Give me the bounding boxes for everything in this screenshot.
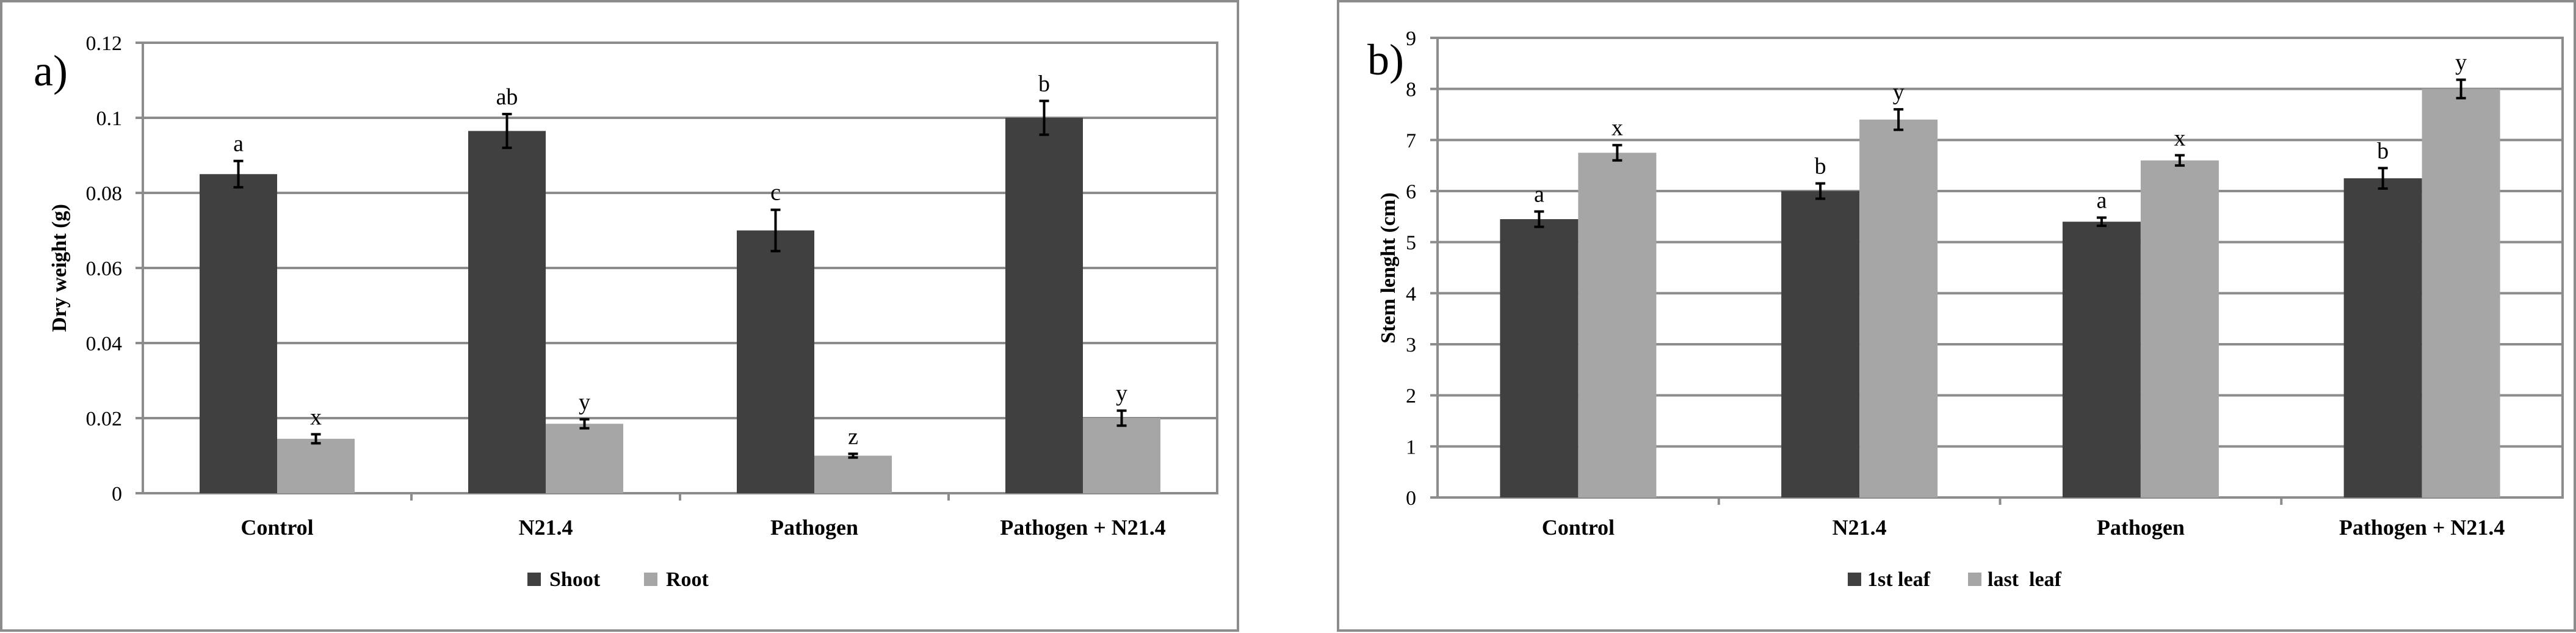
bar-root [1083,418,1160,493]
y-tick-label: 4 [1406,283,1416,305]
legend-swatch-root [644,573,657,586]
y-tick-label: 0.1 [96,107,123,130]
significance-letter: y [1893,79,1905,105]
bar-shoot [468,131,546,493]
legend-swatch-shoot [527,573,541,586]
y-tick-label: 9 [1406,27,1416,50]
significance-letter: b [1038,71,1050,96]
bar-last-leaf [1859,119,1938,497]
chart-panel-a: 0 0.02 0.04 0.06 0.08 0.1 0.12 a x ab y c z b y Contr… [0,0,1239,633]
significance-letter: c [770,180,781,206]
y-tick-label: 8 [1406,79,1416,101]
significance-letter: ab [496,84,518,110]
y-tick-label: 0.02 [86,408,123,430]
significance-letter: x [1612,115,1623,141]
bar-shoot [200,174,277,493]
legend-swatch-1st-leaf [1848,573,1861,586]
bar-root [277,438,355,493]
dry-weight-chart: 0 0.02 0.04 0.06 0.08 0.1 0.12 a x ab y c z b y Contr… [0,0,1239,632]
x-tick-label: N21.4 [1833,515,1887,540]
x-tick-label: Pathogen [2097,515,2185,540]
significance-letter: z [848,424,858,449]
x-tick-label: Pathogen + N21.4 [2339,515,2505,540]
y-tick-label: 0 [112,483,122,505]
bar-root [814,455,892,493]
x-tick-label: Control [241,515,313,540]
y-tick-label: 0.04 [86,333,123,355]
panel-label: a) [34,46,68,95]
legend: 1st leaf last leaf [1848,568,2062,591]
x-tick-label: N21.4 [519,515,573,540]
chart-panel-b: 0 1 2 3 4 5 6 7 8 9 a x b y a x b y Control N21.4 Pathogen… [1337,0,2576,633]
x-tick-label: Pathogen + N21.4 [1000,515,1166,540]
significance-letter: x [2174,125,2185,151]
significance-letter: x [310,404,322,430]
legend-label-1st-leaf: 1st leaf [1867,568,1931,591]
x-tick-label: Control [1542,515,1615,540]
significance-letter: b [1815,153,1826,179]
y-axis-title: Dry weight (g) [48,204,71,332]
bar-1st-leaf [2062,222,2141,497]
legend: Shoot Root [527,568,709,591]
y-tick-label: 5 [1406,232,1416,255]
legend-label-last-leaf: last leaf [1988,568,2062,591]
y-tick-label: 0.06 [86,258,123,280]
significance-letter: y [579,389,590,415]
bar-shoot [737,230,814,493]
y-tick-label: 7 [1406,129,1416,152]
legend-label-root: Root [666,568,709,591]
y-tick-label: 1 [1406,436,1416,458]
x-tick-label: Pathogen [770,515,858,540]
bar-last-leaf [2140,160,2219,497]
bar-1st-leaf [1500,219,1579,497]
y-axis-title: Stem lenght (cm) [1377,192,1400,343]
significance-letter: a [233,131,244,157]
significance-letter: a [1534,181,1544,207]
significance-letter: y [1116,381,1127,407]
legend-swatch-last-leaf [1968,573,1981,586]
y-tick-label: 0.12 [86,32,123,55]
bar-last-leaf [1578,153,1657,497]
bar-1st-leaf [1781,191,1860,497]
y-tick-label: 0 [1406,487,1416,510]
y-tick-label: 0.08 [86,183,123,205]
significance-letter: b [2377,138,2389,164]
significance-letter: a [2096,188,2107,214]
y-tick-label: 6 [1406,181,1416,203]
significance-letter: y [2455,50,2467,76]
bar-shoot [1005,118,1083,493]
stem-length-chart: 0 1 2 3 4 5 6 7 8 9 a x b y a x b y Control N21.4 Pathogen… [1337,0,2576,632]
y-tick-label: 2 [1406,385,1416,408]
bar-last-leaf [2422,89,2500,497]
panel-label: b) [1367,35,1404,84]
legend-label-shoot: Shoot [549,568,601,591]
y-tick-label: 3 [1406,334,1416,356]
bar-1st-leaf [2343,178,2422,497]
bar-root [546,424,623,493]
